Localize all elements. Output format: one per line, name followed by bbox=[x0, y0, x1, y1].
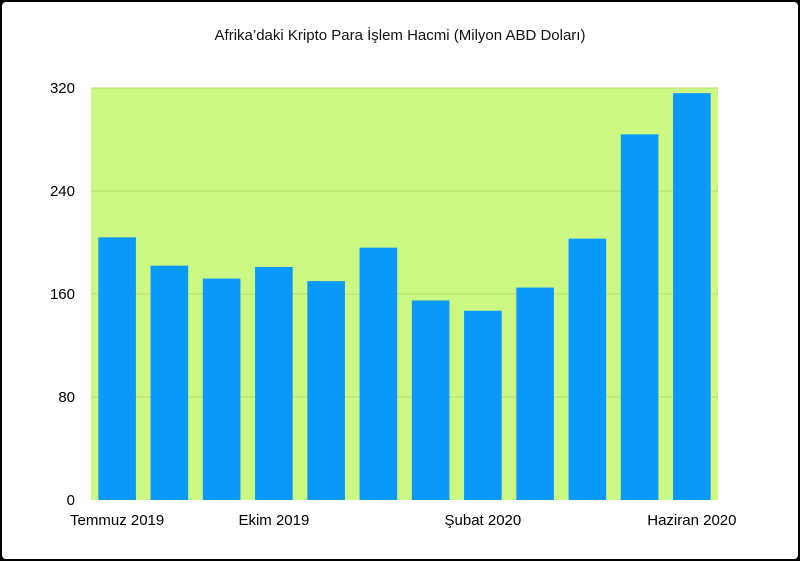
bar bbox=[98, 237, 136, 500]
bar bbox=[620, 134, 659, 500]
bar bbox=[464, 310, 502, 500]
y-tick-label: 80 bbox=[58, 389, 75, 406]
bar bbox=[150, 265, 189, 500]
bar bbox=[673, 93, 711, 501]
y-tick-label: 320 bbox=[50, 80, 75, 97]
bar bbox=[255, 266, 293, 500]
y-tick-label: 240 bbox=[50, 183, 75, 200]
x-tick-label: Şubat 2020 bbox=[445, 512, 522, 529]
bar bbox=[568, 238, 607, 500]
x-tick-label: Temmuz 2019 bbox=[70, 512, 164, 529]
bar bbox=[307, 281, 345, 500]
x-tick-label: Haziran 2020 bbox=[647, 512, 736, 529]
y-tick-label: 0 bbox=[67, 492, 75, 509]
chart-title: Afrika’daki Kripto Para İşlem Hacmi (Mil… bbox=[214, 27, 586, 44]
y-tick-label: 160 bbox=[50, 286, 75, 303]
bar bbox=[202, 278, 241, 500]
bar bbox=[359, 247, 398, 500]
bar bbox=[516, 287, 554, 500]
x-tick-label: Ekim 2019 bbox=[238, 512, 309, 529]
bar bbox=[411, 300, 450, 500]
